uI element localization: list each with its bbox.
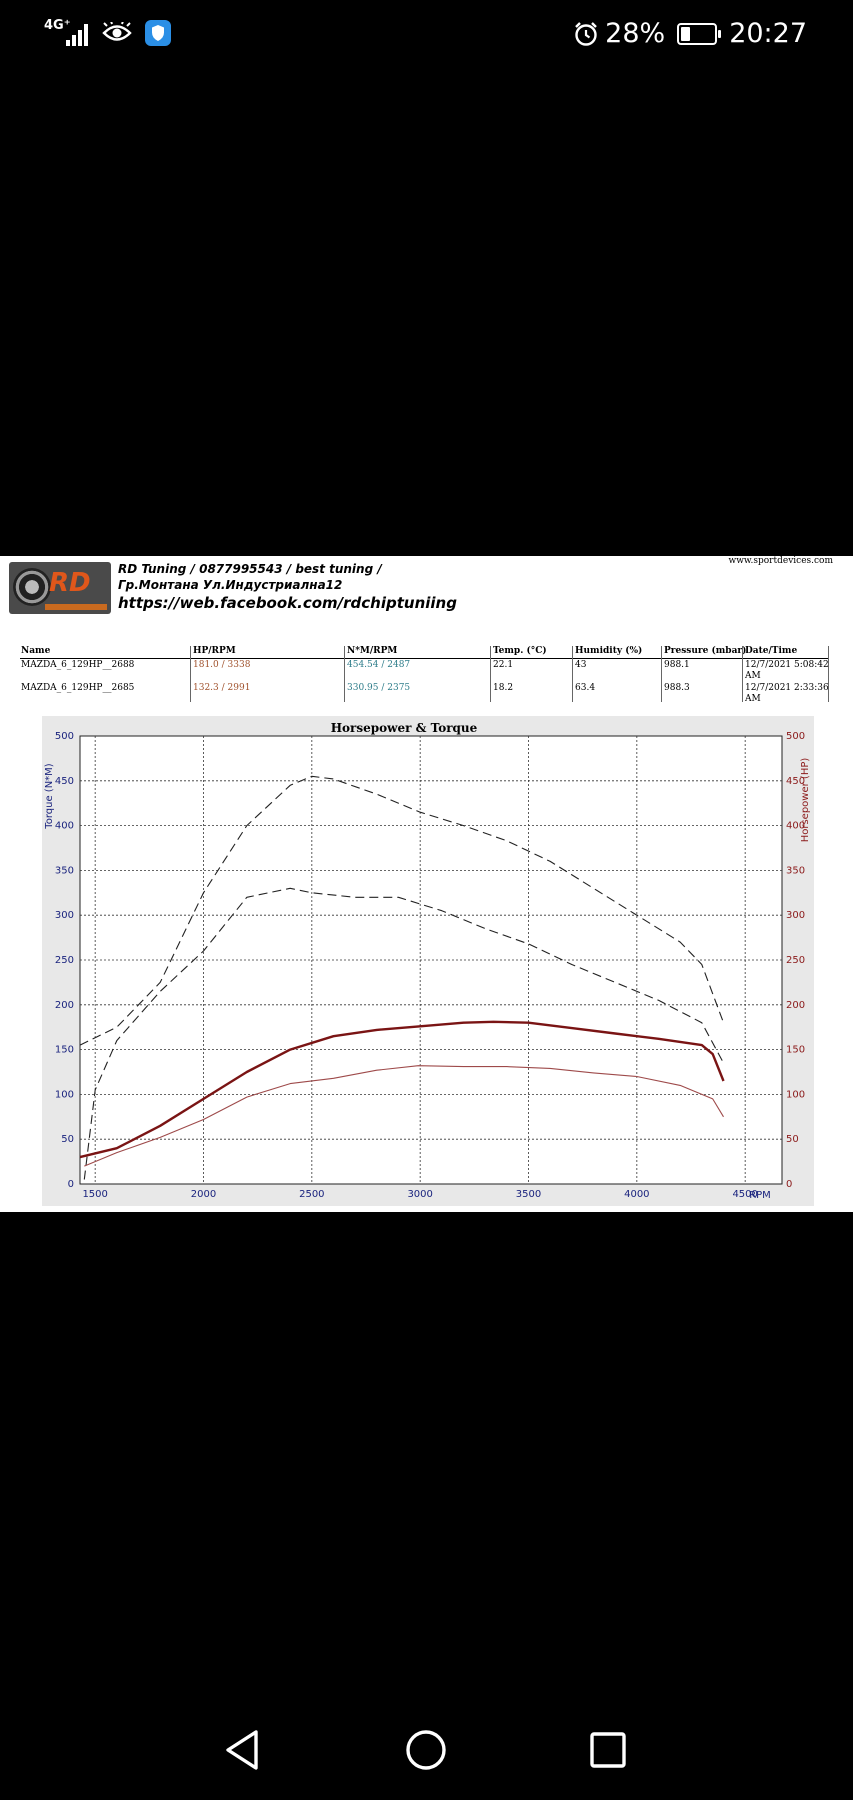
y-tick-left: 450 [55,776,74,787]
y-tick-left: 100 [55,1089,74,1100]
y-axis-right-label: Horsepower (HP) [800,758,811,843]
turbo-wheel-icon [13,568,51,606]
y-tick-right: 0 [786,1179,792,1190]
signal-icon: 4G⁺ [44,18,90,48]
back-button[interactable] [216,1724,268,1776]
battery-percent: 28% [605,18,666,49]
cell-pressure: 988.1 [664,660,690,670]
x-axis-label: RPM [749,1190,771,1201]
logo-text: RD [49,568,91,598]
cell-temp: 22.1 [493,660,514,670]
x-tick: 1500 [82,1189,107,1200]
y-tick-right: 400 [786,821,805,832]
status-bar: 4G⁺ 28% 20:27 [0,0,853,72]
status-bar-right: 28% 20:27 [573,18,807,49]
y-tick-right: 450 [786,776,805,787]
chart-panel: Horsepower & Torque Torque (N*M) Horsepo… [42,716,814,1206]
x-tick: 3000 [407,1189,432,1200]
y-tick-right: 200 [786,1000,805,1011]
cell-torque: 454.54 / 2487 [347,660,411,670]
col-header: Date/Time [745,646,798,656]
x-tick: 2000 [191,1189,216,1200]
x-tick: 2500 [299,1189,324,1200]
cell-torque: 330.95 / 2375 [347,683,411,693]
header-line-1: RD Tuning / 0877995543 / best tuning / [118,562,382,576]
status-bar-left: 4G⁺ [44,18,172,48]
chart-title: Horsepower & Torque [331,721,478,735]
y-axis-left-label: Torque (N*M) [44,763,55,829]
y-tick-right: 350 [786,865,805,876]
series-line-torque-2685 [83,887,724,1180]
series-line-torque-2688 [79,775,725,1046]
y-tick-right: 50 [786,1134,799,1145]
y-tick-left: 350 [55,865,74,876]
col-header: Humidity (%) [575,646,643,656]
back-triangle-icon [226,1730,258,1770]
table-header: Name HP/RPM N*M/RPM Temp. (°C) Humidity … [20,646,828,659]
y-tick-left: 0 [68,1179,74,1190]
cell-datetime-ampm: AM [745,671,761,681]
x-tick: 3500 [516,1189,541,1200]
recents-button[interactable] [582,1724,634,1776]
col-header: N*M/RPM [347,646,398,656]
cell-hp: 132.3 / 2991 [193,683,251,693]
y-tick-left: 500 [55,731,74,742]
y-tick-right: 150 [786,1045,805,1056]
header-line-3: https://web.facebook.com/rdchiptuniing [118,594,457,612]
cell-datetime: 12/7/2021 5:08:42 [745,660,829,670]
y-tick-left: 250 [55,955,74,966]
battery-icon [677,22,722,45]
col-header: HP/RPM [193,646,236,656]
cell-temp: 18.2 [493,683,514,693]
y-tick-left: 150 [55,1045,74,1056]
shield-icon [145,20,171,46]
rd-tuning-logo: RD [9,562,111,614]
home-button[interactable] [400,1724,452,1776]
y-tick-right: 500 [786,731,805,742]
navigation-bar [0,1700,853,1800]
alarm-icon [575,21,598,46]
home-circle-icon [406,1730,446,1770]
dyno-report-image[interactable]: RD RD Tuning / 0877995543 / best tuning … [0,556,853,1212]
y-tick-right: 250 [786,955,805,966]
col-header: Name [21,646,51,656]
y-tick-right: 300 [786,910,805,921]
cell-datetime-ampm: AM [745,694,761,704]
network-type: 4G⁺ [44,18,71,33]
cell-pressure: 988.3 [664,683,690,693]
cell-name: MAZDA_6_129HP__2688 [21,660,135,670]
col-header: Pressure (mbar) [664,646,747,656]
cell-humidity: 43 [575,660,587,670]
cell-hp: 181.0 / 3338 [193,660,251,670]
y-tick-right: 100 [786,1089,805,1100]
x-tick: 4000 [624,1189,649,1200]
website-label: www.sportdevices.com [728,556,833,566]
dyno-chart: Horsepower & Torque Torque (N*M) Horsepo… [44,721,811,1201]
col-header: Temp. (°C) [493,646,547,656]
y-tick-left: 300 [55,910,74,921]
header-line-2: Гр.Монтана Ул.Индустриална12 [118,578,343,592]
y-tick-left: 50 [61,1134,74,1145]
series-line-hp-2688 [79,1020,725,1159]
cell-name: MAZDA_6_129HP__2685 [21,683,135,693]
y-tick-left: 200 [55,1000,74,1011]
recents-square-icon [590,1732,626,1768]
cell-datetime: 12/7/2021 2:33:36 [745,683,829,693]
eye-icon [102,22,132,41]
y-tick-left: 400 [55,821,74,832]
cell-humidity: 63.4 [575,683,596,693]
series-line-hp-2685 [84,1065,724,1167]
x-tick: 4500 [732,1189,757,1200]
clock: 20:27 [729,18,807,49]
